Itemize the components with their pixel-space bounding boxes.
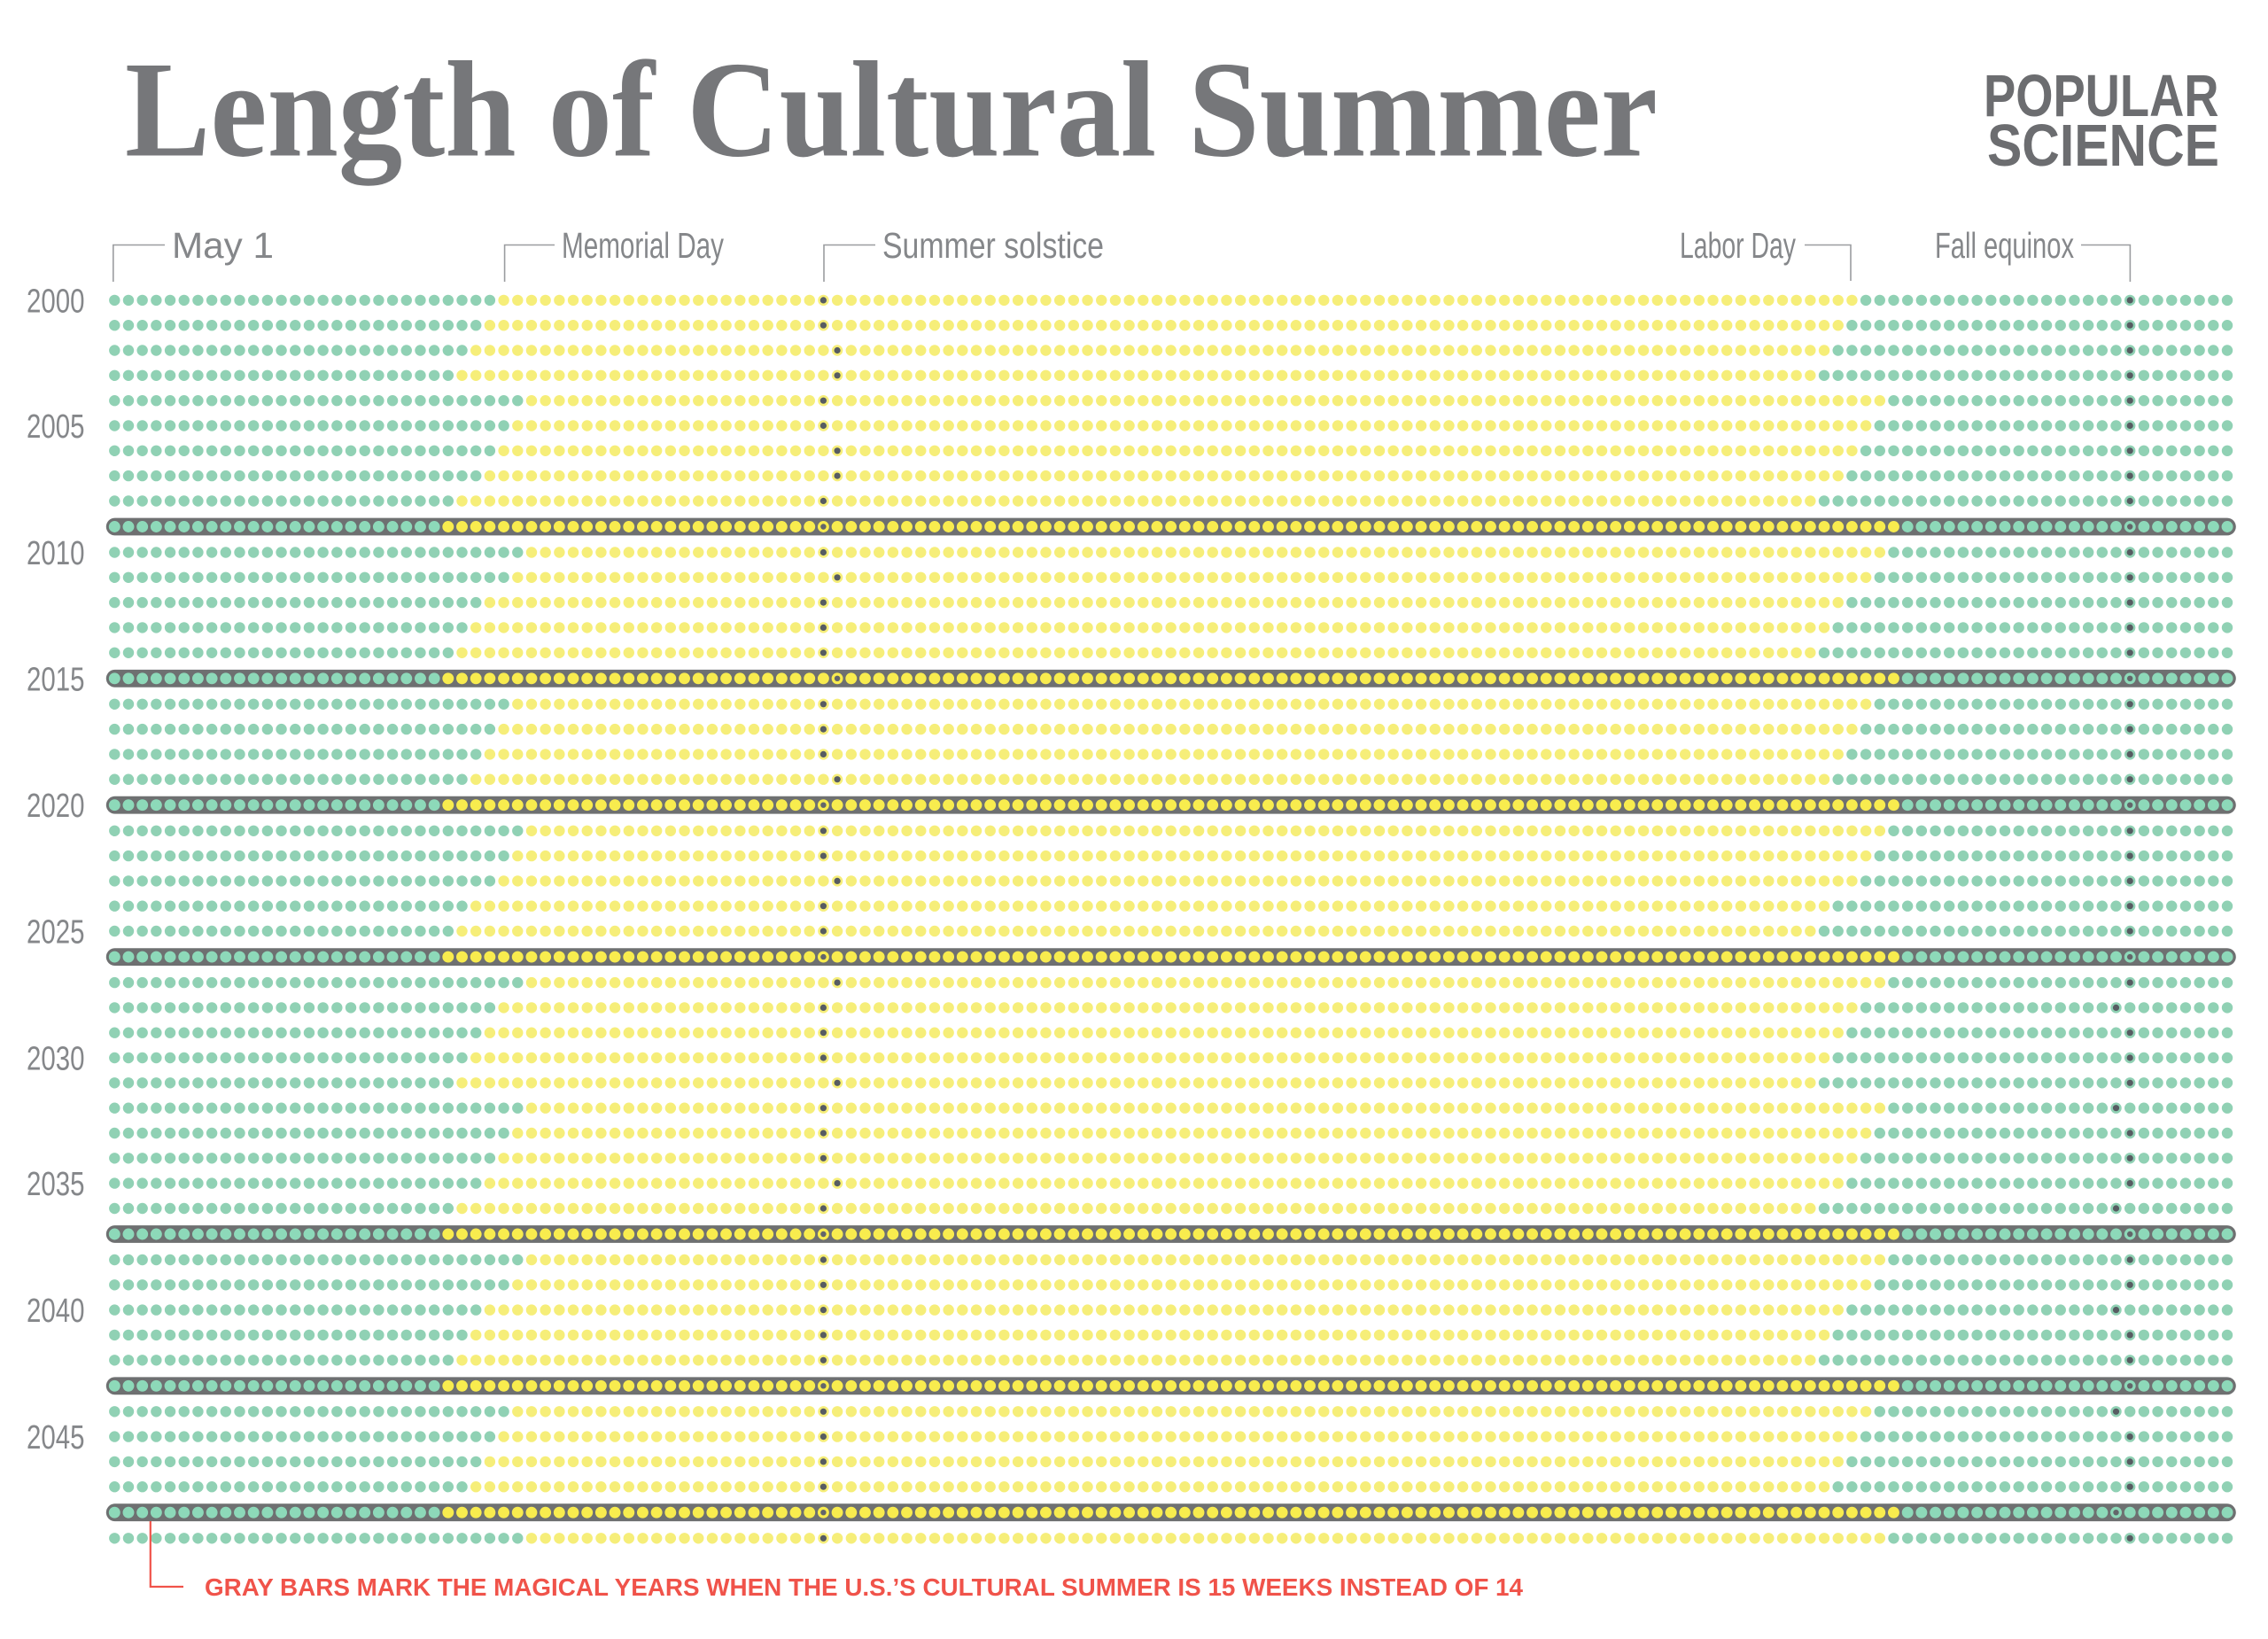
svg-text:POPULAR: POPULAR [1984,63,2219,129]
svg-text:Summer solstice: Summer solstice [882,225,1104,266]
svg-text:GRAY BARS MARK THE MAGICAL YEA: GRAY BARS MARK THE MAGICAL YEARS WHEN TH… [205,1573,1524,1601]
svg-text:2025: 2025 [27,914,85,952]
svg-text:Labor Day: Labor Day [1680,225,1796,266]
svg-text:2005: 2005 [27,408,85,446]
svg-text:SCIENCE: SCIENCE [1987,113,2219,179]
svg-text:2035: 2035 [27,1166,85,1203]
svg-text:May 1: May 1 [172,225,274,266]
svg-text:2015: 2015 [27,661,85,698]
svg-text:Length of Cultural Summer: Length of Cultural Summer [125,34,1658,186]
svg-text:2010: 2010 [27,535,85,572]
svg-text:Fall equinox: Fall equinox [1935,225,2074,266]
svg-text:2000: 2000 [27,283,85,320]
svg-text:2030: 2030 [27,1041,85,1078]
svg-text:2020: 2020 [27,788,85,825]
svg-text:2045: 2045 [27,1419,85,1456]
svg-text:Memorial Day: Memorial Day [562,225,724,266]
svg-text:2040: 2040 [27,1293,85,1330]
